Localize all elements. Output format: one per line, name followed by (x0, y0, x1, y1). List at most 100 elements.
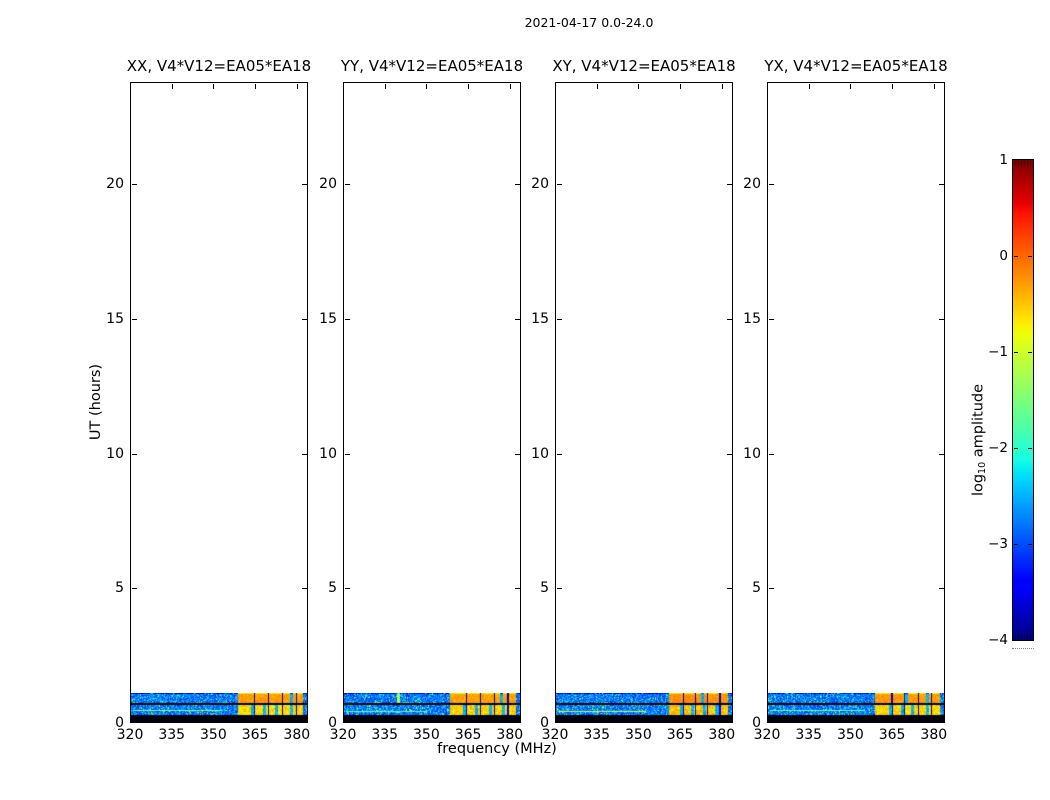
x-tick-mark (468, 83, 470, 89)
y-tick-mark (726, 184, 732, 186)
y-tick-mark (131, 319, 137, 321)
y-tick-label: 20 (743, 176, 761, 193)
colorbar-label-pre: log (970, 473, 987, 497)
y-tick-mark (131, 453, 137, 455)
colorbar-tick-mark (1028, 544, 1032, 545)
colorbar-tick-mark (1014, 352, 1018, 353)
y-tick-mark (726, 453, 732, 455)
y-tick-mark (938, 588, 944, 590)
y-tick-mark (344, 184, 350, 186)
y-tick-mark (131, 184, 137, 186)
y-tick-label: 15 (106, 311, 124, 328)
x-tick-mark (171, 83, 173, 89)
axes-panel-xx (130, 82, 308, 723)
y-tick-mark (938, 184, 944, 186)
y-tick-label: 0 (752, 715, 761, 731)
x-tick-mark (767, 83, 768, 89)
colorbar-gradient (1012, 159, 1034, 641)
y-tick-label: 0 (328, 715, 337, 731)
x-tick-mark (933, 83, 935, 89)
x-tick-mark (509, 83, 511, 89)
colorbar-tick-label: 1 (999, 152, 1008, 168)
y-tick-mark (344, 319, 350, 321)
x-tick-mark (426, 83, 428, 89)
y-tick-mark (301, 453, 307, 455)
spectrogram-strip-xx (131, 693, 307, 723)
y-tick-mark (938, 453, 944, 455)
y-tick-mark (726, 588, 732, 590)
y-tick-mark (768, 184, 774, 186)
colorbar-tick-mark (1028, 256, 1032, 257)
y-tick-mark (768, 453, 774, 455)
axes-panel-yx (767, 82, 945, 723)
y-tick-label: 10 (531, 445, 549, 462)
y-tick-mark (556, 588, 562, 590)
y-tick-mark (556, 184, 562, 186)
figure-title: 2021-04-17 0.0-24.0 (524, 15, 654, 30)
colorbar-label-subscript: 10 (976, 461, 988, 474)
y-tick-label: 10 (319, 445, 337, 462)
axes-panel-yy (343, 82, 521, 723)
colorbar-tick-mark (1028, 448, 1032, 449)
x-tick-mark (596, 83, 598, 89)
y-tick-label: 15 (319, 311, 337, 328)
x-tick-mark (213, 83, 215, 89)
colorbar-dotted-edge (1012, 648, 1034, 649)
colorbar-tick-label: 0 (999, 248, 1008, 264)
panel-title: XX, V4*V12=EA05*EA18 (126, 57, 312, 75)
colorbar-tick-mark (1014, 544, 1018, 545)
x-tick-mark (808, 83, 810, 89)
y-axis-label: UT (hours) (88, 363, 104, 441)
y-tick-label: 5 (328, 580, 337, 597)
x-tick-mark (850, 83, 852, 89)
panel-title: XY, V4*V12=EA05*EA18 (552, 57, 736, 75)
x-tick-label: 350 (625, 727, 652, 743)
x-tick-label: 320 (116, 727, 144, 743)
colorbar-tick-mark (1014, 448, 1018, 449)
x-tick-mark (555, 83, 556, 89)
colorbar-tick-mark (1028, 352, 1032, 353)
x-tick-mark (343, 83, 344, 89)
colorbar-tick-label: −1 (988, 344, 1008, 360)
colorbar-tick-label: −4 (988, 632, 1008, 648)
x-tick-label: 335 (583, 727, 611, 743)
x-tick-mark (638, 83, 640, 89)
y-tick-label: 0 (540, 715, 549, 731)
x-tick-label: 365 (666, 727, 694, 743)
x-tick-mark (255, 83, 257, 89)
y-tick-mark (344, 588, 350, 590)
panel-title: YY, V4*V12=EA05*EA18 (340, 57, 524, 75)
x-tick-label: 320 (541, 727, 569, 743)
x-tick-label: 380 (496, 727, 524, 743)
y-tick-mark (938, 319, 944, 321)
colorbar-tick-label: −2 (988, 440, 1008, 456)
x-tick-label: 365 (878, 727, 906, 743)
x-tick-mark (296, 83, 298, 89)
y-tick-mark (514, 588, 520, 590)
x-tick-mark (130, 83, 131, 89)
x-tick-label: 320 (753, 727, 781, 743)
y-tick-mark (301, 588, 307, 590)
y-tick-label: 0 (115, 715, 124, 731)
y-tick-mark (556, 319, 562, 321)
y-tick-mark (301, 319, 307, 321)
spectrogram-strip-yy (344, 693, 520, 723)
y-tick-mark (768, 319, 774, 321)
x-tick-label: 365 (454, 727, 482, 743)
y-tick-mark (768, 588, 774, 590)
colorbar-tick-label: −3 (988, 536, 1008, 552)
y-tick-label: 10 (743, 445, 761, 462)
y-tick-mark (301, 184, 307, 186)
x-axis-label: frequency (MHz) (437, 741, 557, 757)
colorbar-tick-mark (1014, 256, 1018, 257)
x-tick-label: 335 (158, 727, 186, 743)
y-tick-mark (344, 453, 350, 455)
x-tick-label: 350 (837, 727, 864, 743)
x-tick-label: 350 (200, 727, 227, 743)
x-tick-mark (721, 83, 723, 89)
y-tick-label: 10 (106, 445, 124, 462)
y-tick-label: 15 (531, 311, 549, 328)
x-tick-label: 320 (329, 727, 357, 743)
y-tick-label: 20 (531, 176, 549, 193)
y-tick-label: 5 (115, 580, 124, 597)
